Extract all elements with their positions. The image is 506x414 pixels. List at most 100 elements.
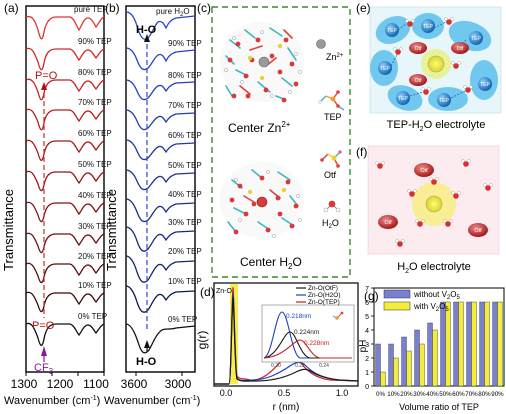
y-tick-label: 1 bbox=[365, 370, 369, 377]
svg-text:40% TEP: 40% TEP bbox=[168, 190, 202, 199]
svg-text:TEP: TEP bbox=[439, 98, 449, 104]
panel-d-frame bbox=[213, 282, 359, 387]
svg-text:Zn-O(OtF): Zn-O(OtF) bbox=[308, 285, 338, 292]
legend-label: with V2O5 bbox=[413, 302, 449, 313]
legend-zn-label: Zn2+ bbox=[326, 52, 344, 62]
center-h2o-label: Center H2O bbox=[240, 255, 302, 271]
bar bbox=[393, 357, 399, 387]
panel-c-letter: (c) bbox=[197, 1, 211, 15]
legend-zn-icon bbox=[316, 39, 326, 49]
panel-d-letter: (d) bbox=[200, 285, 215, 299]
svg-text:50% TEP: 50% TEP bbox=[168, 161, 202, 170]
svg-text:0.24: 0.24 bbox=[319, 363, 329, 369]
svg-text:Zn-O(TEP): Zn-O(TEP) bbox=[308, 299, 340, 306]
panel-b-arrow-bottom bbox=[144, 340, 150, 348]
legend-h2o-icon bbox=[323, 200, 341, 213]
x-tick-label: 60% bbox=[452, 391, 465, 398]
legend-h2o-label: H2O bbox=[322, 218, 339, 230]
x-tick-label: 30% bbox=[413, 391, 426, 398]
panel-f-caption: H2O electrolyte bbox=[397, 261, 471, 275]
panel-b-arrow-top bbox=[144, 34, 150, 42]
bar bbox=[427, 322, 433, 387]
panel-g: (g) pH Volume ratio of TEP bbox=[358, 287, 505, 412]
panel-a-arrow-cf3 bbox=[41, 346, 47, 356]
otf-egg-icons bbox=[409, 42, 469, 86]
panel-f: (f) Otf Otf Otf H2O electrolyte bbox=[356, 145, 500, 275]
svg-text:0.20: 0.20 bbox=[271, 363, 281, 369]
x-tick-label: 50% bbox=[439, 391, 452, 398]
panel-f-letter: (f) bbox=[356, 145, 367, 159]
svg-text:Otf: Otf bbox=[384, 220, 392, 226]
panel-d-corner-label: Zn-O bbox=[216, 288, 233, 295]
svg-text:TEP: TEP bbox=[423, 24, 433, 30]
svg-text:Zn-O(H2O): Zn-O(H2O) bbox=[308, 292, 341, 299]
panel-a-arrow-top bbox=[41, 82, 47, 90]
legend-otf-icon bbox=[320, 150, 342, 168]
bar bbox=[406, 350, 412, 387]
x-tick-label: 0% bbox=[376, 391, 385, 398]
panel-a-pO-bottom: P=O bbox=[32, 320, 55, 332]
svg-text:60% TEP: 60% TEP bbox=[78, 129, 112, 138]
x-tick-label: 10% bbox=[387, 391, 400, 398]
panel-e: (e) TEP TEP TEP TEP TEP TE bbox=[356, 1, 502, 133]
legend-swatch bbox=[383, 289, 411, 299]
panel-b-letter: (b) bbox=[105, 1, 120, 15]
bar bbox=[471, 301, 477, 387]
y-tick-label: 6 bbox=[365, 300, 369, 307]
y-tick-label: 4 bbox=[365, 328, 369, 335]
panel-c-frame bbox=[211, 6, 351, 278]
svg-text:20% TEP: 20% TEP bbox=[168, 247, 202, 256]
bar bbox=[492, 301, 498, 387]
y-tick-label: 5 bbox=[365, 314, 369, 321]
panel-a-cf3: CF3 bbox=[34, 362, 54, 376]
panel-a-xlabel: Wavenumber (cm-1) bbox=[4, 395, 100, 407]
svg-text:0% TEP: 0% TEP bbox=[168, 315, 197, 324]
bar bbox=[419, 343, 425, 387]
panel-d-xtick: 0.0 bbox=[220, 388, 233, 398]
panel-g-ylabel: pH bbox=[358, 340, 369, 353]
bar bbox=[484, 301, 490, 387]
center-zn-label: Center Zn2+ bbox=[228, 120, 291, 135]
svg-text:10% TEP: 10% TEP bbox=[168, 277, 202, 286]
svg-text:pure TEP: pure TEP bbox=[74, 5, 108, 14]
svg-text:50% TEP: 50% TEP bbox=[78, 160, 112, 169]
md-snapshot-zn bbox=[220, 22, 304, 103]
svg-text:20% TEP: 20% TEP bbox=[78, 252, 112, 261]
x-tick-label: 80% bbox=[478, 391, 491, 398]
panel-g-letter: (g) bbox=[364, 289, 379, 303]
svg-text:60% TEP: 60% TEP bbox=[168, 131, 202, 140]
svg-text:30% TEP: 30% TEP bbox=[168, 218, 202, 227]
svg-text:TEP: TEP bbox=[387, 28, 397, 34]
panel-d-legend: Zn-O(OtF) Zn-O(H2O) Zn-O(TEP) bbox=[296, 285, 341, 306]
svg-text:Otf: Otf bbox=[474, 228, 482, 234]
bar bbox=[445, 301, 451, 387]
bar bbox=[375, 343, 381, 387]
panel-d-ylabel: g(r) bbox=[195, 331, 209, 350]
panel-e-letter: (e) bbox=[356, 1, 371, 15]
panel-b-ylabel: Transmittance bbox=[104, 189, 119, 271]
zn-ion-icon bbox=[425, 195, 443, 213]
svg-text:70% TEP: 70% TEP bbox=[78, 98, 112, 107]
x-tick-label: 70% bbox=[465, 391, 478, 398]
y-tick-label: 2 bbox=[365, 356, 369, 363]
panel-a-ylabel: Transmittance bbox=[1, 189, 16, 271]
svg-text:40% TEP: 40% TEP bbox=[78, 191, 112, 200]
svg-text:pure H2O: pure H2O bbox=[156, 7, 190, 18]
h-bond-dashes bbox=[390, 21, 467, 99]
bar bbox=[479, 301, 485, 387]
panel-d-xtick: 1.0 bbox=[336, 388, 349, 398]
svg-text:80% TEP: 80% TEP bbox=[168, 71, 202, 80]
bar bbox=[458, 301, 464, 387]
panel-b-xlabel: Wavenumber (cm-1) bbox=[104, 395, 200, 407]
svg-text:0.228nm: 0.228nm bbox=[304, 340, 329, 347]
panel-d-xlabel: r (nm) bbox=[273, 402, 300, 413]
bar bbox=[497, 301, 503, 387]
tep-molecule-icons bbox=[378, 19, 492, 107]
svg-text:TEP: TEP bbox=[380, 66, 390, 72]
panel-b-anno-top: H-O bbox=[136, 24, 157, 36]
otf-egg-icons bbox=[378, 163, 488, 237]
bar bbox=[414, 329, 420, 387]
h2o-center-oxygen bbox=[256, 196, 268, 208]
